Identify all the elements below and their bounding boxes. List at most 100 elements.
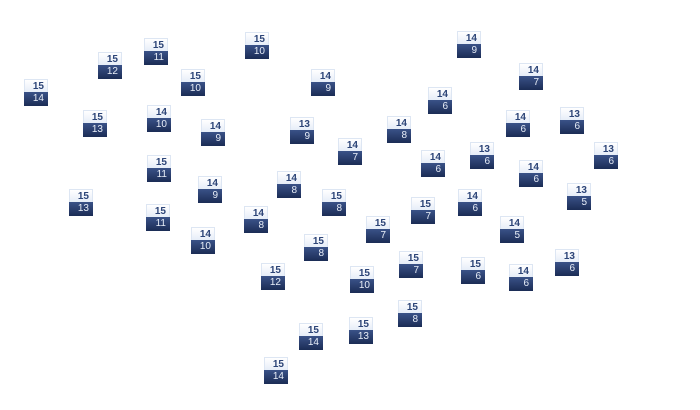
- node-bottom-value: 5: [567, 196, 591, 210]
- graph-node[interactable]: 13 6: [560, 107, 584, 135]
- graph-node[interactable]: 15 7: [411, 197, 435, 225]
- node-top-value: 15: [181, 69, 205, 82]
- node-bottom-value: 8: [387, 129, 411, 143]
- node-bottom-value: 6: [461, 270, 485, 284]
- node-top-value: 15: [146, 204, 170, 217]
- graph-node[interactable]: 14 10: [191, 227, 215, 255]
- node-bottom-value: 6: [594, 155, 618, 169]
- node-top-value: 14: [500, 216, 524, 229]
- node-bottom-value: 13: [69, 202, 93, 216]
- node-bottom-value: 6: [519, 173, 543, 187]
- graph-node[interactable]: 14 8: [277, 171, 301, 199]
- node-top-value: 14: [519, 160, 543, 173]
- graph-node[interactable]: 15 12: [261, 263, 285, 291]
- node-bottom-value: 6: [509, 277, 533, 291]
- graph-node[interactable]: 14 8: [387, 116, 411, 144]
- node-bottom-value: 9: [198, 189, 222, 203]
- graph-node[interactable]: 13 6: [555, 249, 579, 277]
- graph-node[interactable]: 13 9: [290, 117, 314, 145]
- node-bottom-value: 6: [560, 120, 584, 134]
- graph-node[interactable]: 15 7: [366, 216, 390, 244]
- node-bottom-value: 8: [277, 184, 301, 198]
- node-top-value: 15: [147, 155, 171, 168]
- graph-node[interactable]: 14 6: [509, 264, 533, 292]
- graph-node[interactable]: 14 10: [147, 105, 171, 133]
- node-bottom-value: 14: [24, 92, 48, 106]
- graph-node[interactable]: 15 13: [349, 317, 373, 345]
- node-top-value: 13: [594, 142, 618, 155]
- graph-node[interactable]: 14 6: [519, 160, 543, 188]
- node-top-value: 13: [560, 107, 584, 120]
- graph-node[interactable]: 14 9: [198, 176, 222, 204]
- graph-node[interactable]: 15 12: [98, 52, 122, 80]
- graph-node[interactable]: 13 5: [567, 183, 591, 211]
- node-bottom-value: 6: [458, 202, 482, 216]
- graph-node[interactable]: 15 8: [322, 189, 346, 217]
- graph-node[interactable]: 14 6: [428, 87, 452, 115]
- node-bottom-value: 14: [264, 370, 288, 384]
- node-bottom-value: 11: [147, 168, 171, 182]
- graph-node[interactable]: 15 14: [299, 323, 323, 351]
- node-bottom-value: 8: [304, 247, 328, 261]
- node-bottom-value: 6: [470, 155, 494, 169]
- graph-node[interactable]: 13 6: [594, 142, 618, 170]
- graph-node[interactable]: 14 9: [311, 69, 335, 97]
- node-bottom-value: 13: [83, 123, 107, 137]
- node-bottom-value: 6: [555, 262, 579, 276]
- graph-node[interactable]: 15 13: [83, 110, 107, 138]
- graph-node[interactable]: 15 11: [147, 155, 171, 183]
- node-top-value: 15: [245, 32, 269, 45]
- node-top-value: 13: [567, 183, 591, 196]
- node-top-value: 14: [277, 171, 301, 184]
- node-top-value: 15: [398, 300, 422, 313]
- graph-node[interactable]: 13 6: [470, 142, 494, 170]
- node-bottom-value: 6: [421, 163, 445, 177]
- graph-node[interactable]: 15 8: [398, 300, 422, 328]
- graph-node[interactable]: 15 7: [399, 251, 423, 279]
- node-top-value: 15: [399, 251, 423, 264]
- node-bottom-value: 6: [506, 123, 530, 137]
- node-top-value: 14: [311, 69, 335, 82]
- graph-node[interactable]: 15 10: [350, 266, 374, 294]
- node-top-value: 15: [69, 189, 93, 202]
- graph-node[interactable]: 14 8: [244, 206, 268, 234]
- graph-node[interactable]: 15 11: [144, 38, 168, 66]
- node-top-value: 15: [461, 257, 485, 270]
- graph-node[interactable]: 15 14: [24, 79, 48, 107]
- graph-node[interactable]: 14 9: [457, 31, 481, 59]
- graph-node[interactable]: 15 11: [146, 204, 170, 232]
- node-top-value: 15: [24, 79, 48, 92]
- node-bottom-value: 11: [144, 51, 168, 65]
- node-bottom-value: 10: [181, 82, 205, 96]
- node-bottom-value: 12: [261, 276, 285, 290]
- graph-node[interactable]: 15 8: [304, 234, 328, 262]
- node-bottom-value: 9: [290, 130, 314, 144]
- graph-node[interactable]: 14 7: [338, 138, 362, 166]
- graph-node[interactable]: 15 10: [245, 32, 269, 60]
- node-top-value: 15: [264, 357, 288, 370]
- node-bottom-value: 14: [299, 336, 323, 350]
- graph-node[interactable]: 14 9: [201, 119, 225, 147]
- graph-node[interactable]: 14 6: [458, 189, 482, 217]
- node-top-value: 14: [191, 227, 215, 240]
- node-top-value: 13: [470, 142, 494, 155]
- node-top-value: 15: [83, 110, 107, 123]
- node-bottom-value: 7: [366, 229, 390, 243]
- node-top-value: 14: [244, 206, 268, 219]
- graph-node[interactable]: 14 7: [519, 63, 543, 91]
- graph-node[interactable]: 14 6: [421, 150, 445, 178]
- graph-node[interactable]: 14 5: [500, 216, 524, 244]
- node-bottom-value: 9: [201, 132, 225, 146]
- node-top-value: 14: [338, 138, 362, 151]
- graph-node[interactable]: 15 6: [461, 257, 485, 285]
- graph-node[interactable]: 15 14: [264, 357, 288, 385]
- node-bottom-value: 5: [500, 229, 524, 243]
- node-bottom-value: 10: [191, 240, 215, 254]
- graph-node[interactable]: 14 6: [506, 110, 530, 138]
- node-top-value: 14: [201, 119, 225, 132]
- node-top-value: 14: [458, 189, 482, 202]
- node-top-value: 15: [98, 52, 122, 65]
- node-top-value: 14: [421, 150, 445, 163]
- graph-node[interactable]: 15 13: [69, 189, 93, 217]
- graph-node[interactable]: 15 10: [181, 69, 205, 97]
